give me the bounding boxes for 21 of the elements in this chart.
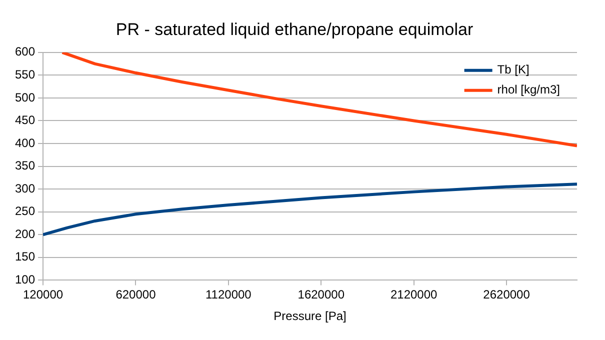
y-tick-label: 400: [14, 136, 36, 150]
y-tick-label: 500: [14, 90, 36, 104]
y-tick-label: 550: [14, 67, 36, 82]
x-tick-label: 620000: [116, 288, 156, 302]
x-tick-label: 120000: [23, 288, 64, 302]
legend-label: Tb [K]: [497, 62, 530, 77]
y-tick-label: 250: [14, 204, 36, 218]
chart-title: PR - saturated liquid ethane/propane equimolar: [116, 20, 474, 39]
x-tick-label: 1620000: [298, 288, 345, 302]
y-tick-label: 350: [14, 158, 36, 173]
y-tick-label: 300: [14, 181, 36, 196]
x-tick-label: 1120000: [206, 288, 252, 302]
x-tick-label: 2120000: [390, 288, 438, 302]
y-tick-label: 100: [14, 272, 36, 287]
y-tick-label: 450: [14, 113, 36, 128]
y-tick-label: 150: [14, 250, 36, 264]
legend-label: rhol [kg/m3]: [497, 82, 560, 97]
y-tick-label: 200: [14, 226, 36, 241]
x-axis-title: Pressure [Pa]: [274, 309, 346, 324]
x-tick-label: 2620000: [483, 288, 530, 302]
y-tick-label: 600: [14, 44, 36, 59]
